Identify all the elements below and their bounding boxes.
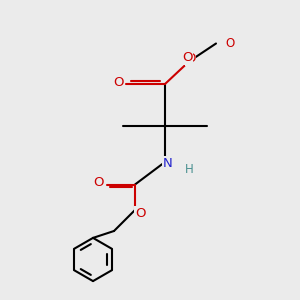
Text: O: O xyxy=(113,76,124,89)
Text: O: O xyxy=(185,52,196,65)
Text: O: O xyxy=(94,176,104,190)
Text: H: H xyxy=(184,163,194,176)
Text: O: O xyxy=(135,207,146,220)
Text: N: N xyxy=(163,157,172,170)
Text: O: O xyxy=(182,51,193,64)
Text: O: O xyxy=(225,37,234,50)
